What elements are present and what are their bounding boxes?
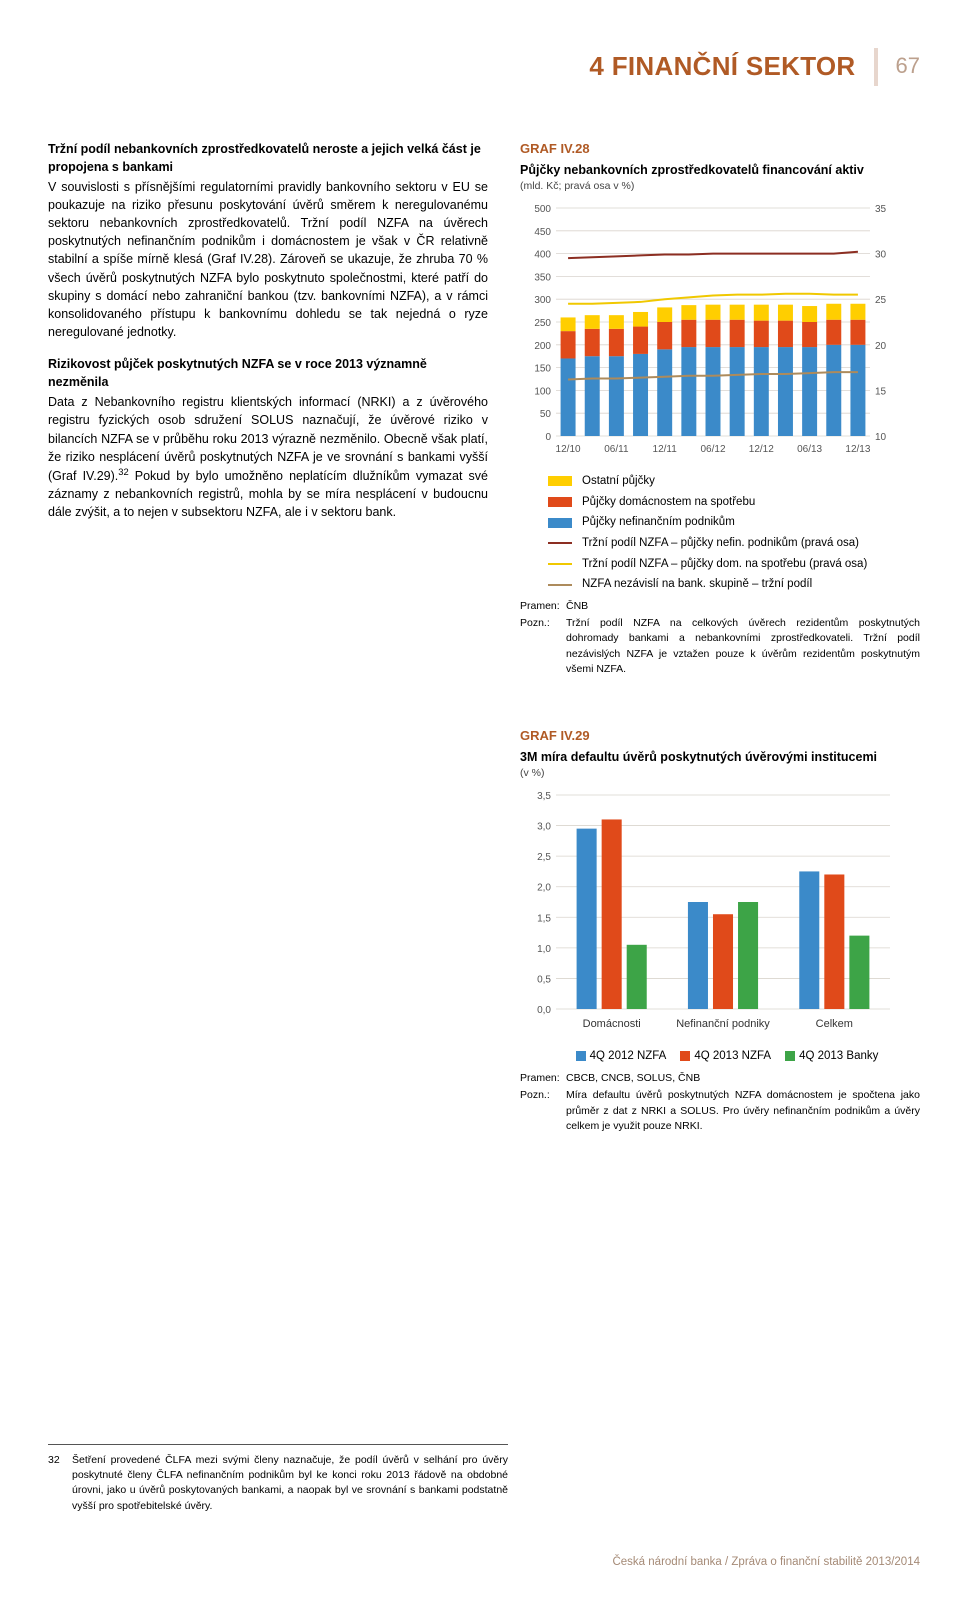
svg-text:06/11: 06/11 xyxy=(604,444,629,455)
svg-text:Nefinanční podniky: Nefinanční podniky xyxy=(676,1018,770,1030)
svg-text:1,5: 1,5 xyxy=(537,914,551,925)
page-number: 67 xyxy=(878,48,920,82)
svg-text:2,5: 2,5 xyxy=(537,852,551,863)
svg-text:12/13: 12/13 xyxy=(845,444,870,455)
svg-text:400: 400 xyxy=(534,249,551,260)
chart28-subtitle: Půjčky nebankovních zprostředkovatelů fi… xyxy=(520,161,920,179)
svg-text:3,0: 3,0 xyxy=(537,822,551,833)
page-header: 4 FINANČNÍ SEKTOR 67 xyxy=(48,48,920,86)
chart28-note: Pozn.:Tržní podíl NZFA na celkových úvěr… xyxy=(520,616,920,677)
svg-text:30: 30 xyxy=(875,249,887,260)
svg-text:0: 0 xyxy=(545,432,551,443)
para1-title: Tržní podíl nebankovních zprostředkovate… xyxy=(48,140,488,176)
svg-text:2,0: 2,0 xyxy=(537,883,551,894)
svg-text:300: 300 xyxy=(534,295,551,306)
para2-body: Data z Nebankovního registru klientských… xyxy=(48,393,488,521)
chart29-subtitle: 3M míra defaultu úvěrů poskytnutých úvěr… xyxy=(520,748,920,766)
para1-body: V souvislosti s přísnějšími regulatorním… xyxy=(48,178,488,341)
svg-text:10: 10 xyxy=(875,432,887,443)
footnote-ref: 32 xyxy=(118,467,128,477)
chart28-title: GRAF IV.28 xyxy=(520,140,920,159)
svg-text:100: 100 xyxy=(534,386,551,397)
svg-text:12/10: 12/10 xyxy=(556,444,581,455)
svg-text:12/12: 12/12 xyxy=(749,444,774,455)
svg-text:250: 250 xyxy=(534,318,551,329)
charts-column: GRAF IV.28 Půjčky nebankovních zprostřed… xyxy=(520,140,920,1184)
svg-text:12/11: 12/11 xyxy=(653,444,678,455)
svg-text:3,5: 3,5 xyxy=(537,791,551,802)
page-footer: Česká národní banka / Zpráva o finanční … xyxy=(48,1554,920,1571)
chart29-subsub: (v %) xyxy=(520,766,920,781)
svg-text:Celkem: Celkem xyxy=(816,1018,853,1030)
svg-text:20: 20 xyxy=(875,341,887,352)
svg-text:0,0: 0,0 xyxy=(537,1005,551,1016)
chart-iv-28: GRAF IV.28 Půjčky nebankovních zprostřed… xyxy=(520,140,920,677)
chart28-legend: Ostatní půjčkyPůjčky domácnostem na spot… xyxy=(520,473,920,593)
chart29-note: Pozn.:Míra defaultu úvěrů poskytnutých N… xyxy=(520,1088,920,1134)
svg-text:Domácnosti: Domácnosti xyxy=(583,1018,641,1030)
svg-text:25: 25 xyxy=(875,295,887,306)
chart29-title: GRAF IV.29 xyxy=(520,727,920,746)
body-column: Tržní podíl nebankovních zprostředkovate… xyxy=(48,140,488,536)
svg-text:15: 15 xyxy=(875,386,887,397)
svg-text:200: 200 xyxy=(534,341,551,352)
svg-text:150: 150 xyxy=(534,363,551,374)
svg-text:500: 500 xyxy=(534,204,551,215)
svg-text:06/12: 06/12 xyxy=(700,444,725,455)
para2-title: Rizikovost půjček poskytnutých NZFA se v… xyxy=(48,355,488,391)
chart29-legend: 4Q 2012 NZFA4Q 2013 NZFA4Q 2013 Banky xyxy=(520,1048,920,1065)
section-title: 4 FINANČNÍ SEKTOR xyxy=(589,48,877,86)
chart28-source: Pramen:ČNB xyxy=(520,599,920,614)
svg-text:450: 450 xyxy=(534,227,551,238)
footnote-separator xyxy=(48,1444,508,1445)
svg-text:06/13: 06/13 xyxy=(797,444,822,455)
chart29-plot: 0,0 0,5 1,0 1,5 2,0 2,5 3,0 3,5 Domácnosti Nefina… xyxy=(520,787,920,1037)
chart28-plot: 0 50 100 150 200 250 300 350 400 450 500 10 15 20 25 30… xyxy=(520,200,920,460)
svg-text:35: 35 xyxy=(875,204,887,215)
svg-text:350: 350 xyxy=(534,272,551,283)
svg-text:0,5: 0,5 xyxy=(537,975,551,986)
chart-iv-29: GRAF IV.29 3M míra defaultu úvěrů poskyt… xyxy=(520,727,920,1134)
footnote-32: 32 Šetření provedené ČLFA mezi svými čle… xyxy=(48,1453,508,1514)
chart28-subsub: (mld. Kč; pravá osa v %) xyxy=(520,179,920,194)
svg-text:1,0: 1,0 xyxy=(537,944,551,955)
svg-text:50: 50 xyxy=(540,409,552,420)
chart29-source: Pramen:CBCB, CNCB, SOLUS, ČNB xyxy=(520,1071,920,1086)
